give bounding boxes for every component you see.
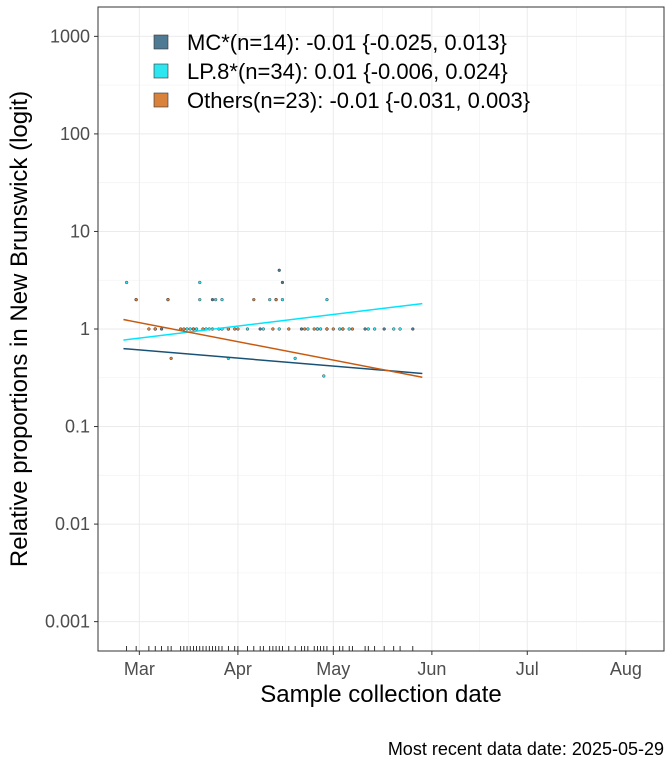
data-point (411, 327, 415, 331)
data-point (194, 327, 199, 331)
data-point (312, 327, 316, 331)
date-rug (126, 646, 414, 651)
data-point (299, 327, 304, 331)
data-point (188, 327, 192, 331)
data-point (280, 280, 285, 285)
data-point (277, 327, 281, 331)
x-tick-label: May (316, 659, 350, 679)
trend-line (123, 318, 423, 379)
data-point (210, 298, 215, 302)
legend-label: MC*(n=14): -0.01 {-0.025, 0.013} (187, 30, 507, 55)
data-point (338, 327, 342, 331)
data-point (398, 327, 402, 331)
data-point (198, 298, 202, 302)
data-point (315, 327, 320, 331)
data-point (303, 327, 307, 331)
data-point (261, 327, 265, 331)
data-point (280, 298, 285, 302)
x-tick-label: Jun (417, 659, 446, 679)
caption: Most recent data date: 2025-05-29 (388, 739, 664, 759)
y-tick-label: 100 (60, 124, 90, 144)
data-point (331, 327, 335, 331)
data-point (271, 327, 275, 331)
data-point (220, 298, 224, 302)
legend-swatch (153, 63, 169, 79)
data-point (134, 298, 138, 302)
data-point (287, 327, 291, 331)
trend-line (123, 302, 423, 341)
data-point (318, 327, 323, 331)
x-tick-label: Jul (516, 659, 539, 679)
legend-label: Others(n=23): -0.01 {-0.031, 0.003} (187, 88, 530, 113)
data-point (277, 268, 281, 272)
trend-line (123, 347, 423, 375)
data-point (363, 327, 367, 331)
legend: MC*(n=14): -0.01 {-0.025, 0.013} LP.8*(n=… (153, 30, 530, 113)
y-tick-label: 1000 (50, 26, 90, 46)
data-point (159, 327, 164, 331)
data-point (182, 327, 186, 331)
y-tick-label: 1 (80, 319, 90, 339)
y-tick-label: 0.1 (65, 417, 90, 437)
y-axis-title: Relative proportions in New Brunswick (l… (6, 91, 33, 567)
data-point (198, 280, 202, 285)
y-axis-ticks: 0.001 0.01 0.1 1 10 100 1000 (45, 26, 98, 632)
data-point (153, 327, 157, 331)
x-tick-label: Apr (224, 659, 252, 679)
data-point (382, 327, 386, 331)
y-tick-label: 10 (70, 221, 90, 241)
data-point (125, 280, 129, 285)
y-tick-label: 0.01 (55, 514, 90, 534)
data-point (322, 374, 326, 378)
x-tick-label: Mar (124, 659, 155, 679)
trend-lines (123, 302, 423, 379)
x-axis-title: Sample collection date (260, 681, 501, 708)
data-point (185, 327, 189, 331)
data-point (191, 327, 195, 331)
data-point (274, 298, 278, 302)
data-point (293, 356, 297, 360)
data-point (325, 298, 329, 302)
data-point (236, 327, 240, 331)
legend-swatch (153, 34, 169, 50)
legend-label: LP.8*(n=34): 0.01 {-0.006, 0.024} (187, 59, 508, 84)
data-point (366, 327, 370, 331)
x-axis-ticks: Mar Apr May Jun Jul Aug (124, 651, 642, 679)
data-point (252, 298, 256, 302)
data-point (325, 327, 329, 331)
data-point (373, 327, 377, 331)
data-point (341, 327, 345, 331)
data-point (347, 327, 351, 331)
data-point (233, 327, 237, 331)
data-point (268, 298, 272, 302)
data-point (245, 327, 250, 331)
x-tick-label: Aug (610, 659, 642, 679)
data-point (306, 327, 310, 331)
y-tick-label: 0.001 (45, 612, 90, 632)
data-point (350, 327, 354, 331)
data-point (392, 327, 396, 331)
data-point (166, 298, 170, 302)
data-point (214, 298, 218, 302)
legend-swatch (153, 92, 169, 108)
data-point (258, 327, 262, 331)
data-point (147, 327, 151, 331)
data-point (169, 356, 173, 360)
